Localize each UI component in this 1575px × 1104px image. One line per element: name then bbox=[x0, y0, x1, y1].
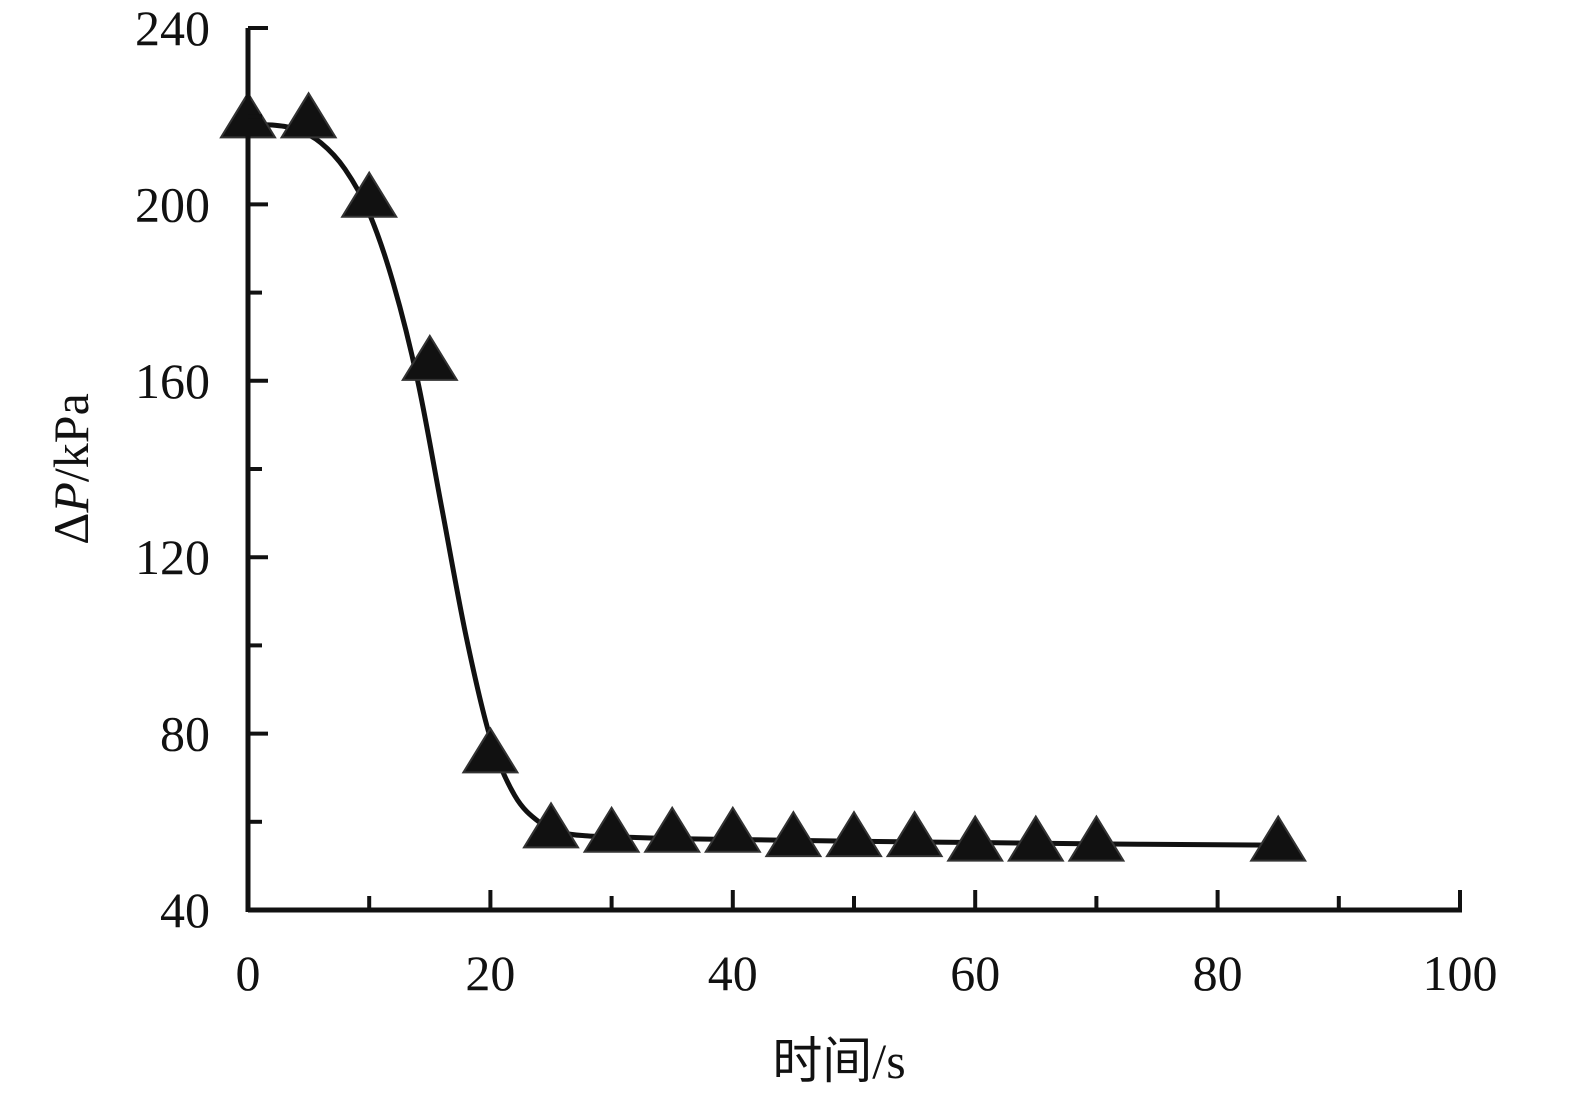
axes: 0 20 40 60 80 100 40 80 120 160 200 240 bbox=[135, 0, 1498, 1001]
x-tick-label: 20 bbox=[465, 945, 515, 1001]
data-point-triangle bbox=[643, 805, 701, 853]
data-point-triangle bbox=[1007, 814, 1065, 862]
data-point-triangle bbox=[340, 170, 398, 218]
x-tick-label: 40 bbox=[708, 945, 758, 1001]
data-point-triangle bbox=[401, 333, 459, 381]
y-tick-label: 120 bbox=[135, 529, 210, 585]
y-tick-label: 240 bbox=[135, 0, 210, 56]
x-tick-label: 60 bbox=[950, 945, 1000, 1001]
data-point-triangle bbox=[704, 805, 762, 853]
plot-area bbox=[219, 91, 1307, 862]
data-point-triangle bbox=[946, 814, 1004, 862]
data-point-triangle bbox=[1067, 814, 1126, 862]
data-point-triangle bbox=[461, 726, 520, 774]
data-point-triangle bbox=[279, 91, 338, 139]
y-tick-label: 80 bbox=[160, 706, 210, 762]
data-point-triangle bbox=[582, 805, 641, 853]
fit-curve-line bbox=[247, 122, 1279, 848]
data-point-triangle bbox=[885, 810, 944, 858]
y-axis-title-prefix: Δ bbox=[43, 513, 99, 545]
x-axis-title: 时间/s bbox=[772, 1033, 905, 1089]
data-point-triangle bbox=[825, 810, 883, 858]
y-axis-title: ΔP/kPa bbox=[43, 393, 99, 545]
data-point-triangle bbox=[1249, 814, 1307, 862]
data-point-triangle bbox=[764, 810, 823, 858]
x-tick-label: 80 bbox=[1193, 945, 1243, 1001]
x-tick-label: 100 bbox=[1423, 945, 1498, 1001]
y-tick-label: 200 bbox=[135, 176, 210, 232]
y-tick-label: 160 bbox=[135, 353, 210, 409]
y-axis-title-symbol: P bbox=[43, 482, 99, 514]
y-tick-label: 40 bbox=[160, 882, 210, 938]
y-axis-title-unit: /kPa bbox=[43, 393, 99, 482]
data-point-triangle bbox=[522, 801, 580, 849]
x-tick-label: 0 bbox=[236, 945, 261, 1001]
